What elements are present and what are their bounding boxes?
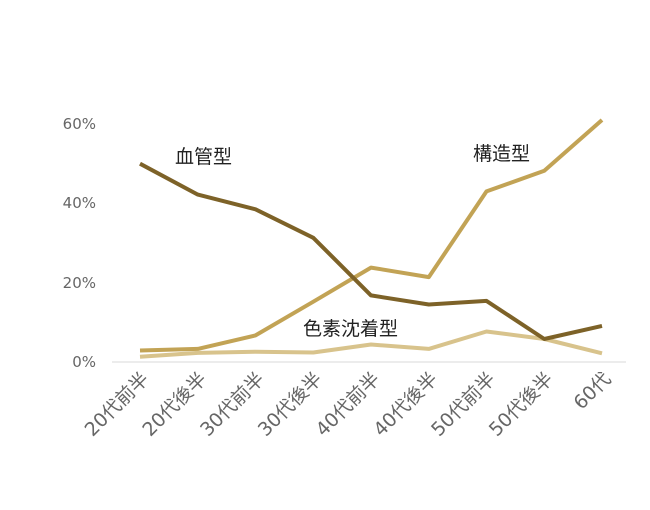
x-tick-label: 60代 <box>569 368 615 414</box>
series-line-0 <box>139 161 603 341</box>
series-lines <box>139 118 604 359</box>
y-tick-label: 20% <box>63 274 96 292</box>
series-label-pigmentation: 色素沈着型 <box>303 318 398 340</box>
series-line-1 <box>139 118 604 353</box>
x-axis: 20代前半20代後半30代前半30代後半40代前半40代後半50代前半50代後半… <box>81 368 616 441</box>
y-tick-label: 0% <box>72 353 96 371</box>
y-tick-label: 40% <box>63 194 96 212</box>
x-tick-label: 50代後半 <box>485 368 558 441</box>
series-line-2 <box>139 329 603 359</box>
y-axis: 0% 20% 40% 60% <box>63 115 96 371</box>
series-label-structural: 構造型 <box>473 143 530 165</box>
series-labels: 血管型 構造型 色素沈着型 <box>175 143 530 340</box>
y-tick-label: 60% <box>63 115 96 133</box>
series-label-vascular: 血管型 <box>175 146 232 168</box>
